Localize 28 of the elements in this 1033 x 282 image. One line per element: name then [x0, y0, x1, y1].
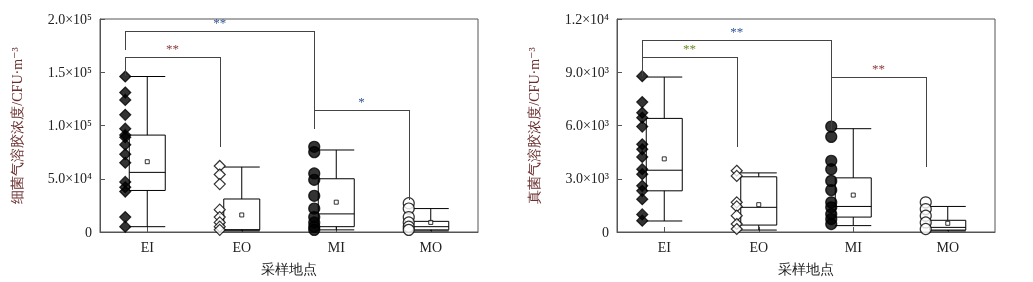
- y-tick-label: 6.0×10³: [565, 118, 609, 133]
- y-tick-label: 9.0×10³: [565, 64, 609, 80]
- x-tick-label: EI: [140, 239, 155, 255]
- x-tick-label: EO: [232, 239, 252, 255]
- y-tick-label: 1.5×10⁵: [47, 64, 93, 80]
- x-axis-title: 采样地点: [261, 261, 317, 277]
- y-tick-label: 0: [602, 224, 609, 240]
- annotation: **: [730, 24, 744, 40]
- x-tick-label: MO: [936, 239, 960, 255]
- x-tick-label: MI: [844, 239, 863, 255]
- annotation: *: [358, 93, 365, 109]
- annotation: **: [872, 60, 885, 76]
- y-tick-label: 2.0×10⁵: [47, 11, 93, 27]
- x-tick-label: MI: [327, 239, 346, 255]
- annotation: **: [683, 41, 696, 57]
- annotation: **: [166, 41, 179, 57]
- y-tick-label: 1.2×10⁴: [564, 11, 610, 27]
- y-axis-title: 真菌气溶胶浓度/CFU·m⁻³: [526, 47, 542, 204]
- x-tick-label: MO: [419, 239, 443, 255]
- y-tick-label: 3.0×10³: [565, 171, 609, 187]
- y-tick-label: 0: [85, 224, 92, 240]
- y-axis-title: 细菌气溶胶浓度/CFU·m⁻³: [9, 47, 25, 204]
- x-tick-label: EO: [749, 239, 769, 255]
- y-tick-label: 1.0×10⁵: [47, 118, 93, 133]
- y-tick-label: 5.0×10⁴: [47, 171, 93, 187]
- x-axis-title: 采样地点: [778, 261, 834, 277]
- x-tick-label: EI: [657, 239, 672, 255]
- annotation: **: [213, 14, 227, 30]
